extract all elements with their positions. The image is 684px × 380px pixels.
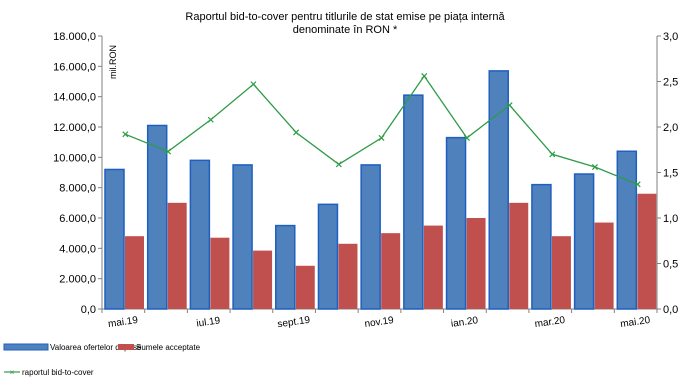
bar-accepted	[295, 265, 315, 309]
bar-accepted	[210, 237, 230, 309]
bar-accepted	[381, 233, 401, 309]
x-tick-label: nov.19	[364, 315, 395, 330]
ratio-point	[634, 181, 641, 188]
chart-title-line-2: denominate în RON *	[293, 24, 398, 36]
bar-accepted	[509, 202, 529, 309]
y-right-tick-label: 2,0	[663, 122, 678, 134]
bar-accepted	[167, 202, 187, 309]
ratio-point	[463, 134, 470, 141]
y-left-tick-label: 2.000,0	[59, 274, 96, 286]
bar-offers	[146, 124, 168, 310]
y-right-tick-label: 1,5	[663, 168, 678, 180]
x-tick-label: mar.20	[534, 315, 566, 330]
bar-offers	[317, 203, 339, 310]
ratio-point	[591, 164, 598, 171]
y-left-tick-label: 14.000,0	[53, 92, 96, 104]
y-right-tick-label: 1,0	[663, 213, 678, 225]
ratio-point	[506, 102, 513, 109]
bar-offers	[232, 164, 253, 310]
x-tick-label: ian.20	[450, 315, 479, 330]
y-axis-label: mil.RON	[108, 45, 118, 79]
ratio-point	[421, 73, 428, 80]
bar-accepted	[594, 222, 614, 309]
y-left-tick-label: 8.000,0	[59, 183, 96, 195]
bar-accepted	[338, 243, 358, 309]
y-left-tick-label: 4.000,0	[59, 243, 96, 255]
legend-label-accepted: Sumele acceptate	[136, 343, 201, 352]
ratio-point	[549, 151, 556, 158]
ratio-point	[293, 129, 300, 136]
legend-swatch-offers	[3, 343, 49, 351]
bar-offers	[573, 173, 595, 310]
x-tick-label: mai.19	[107, 315, 139, 330]
legend-label-offers: Valoarea ofertelor depuse	[50, 343, 142, 352]
ratio-point	[122, 131, 129, 138]
x-tick-label: sept.19	[277, 315, 311, 331]
bar-offers	[275, 224, 296, 310]
y-left-tick-label: 16.000,0	[53, 61, 96, 73]
bar-accepted	[551, 236, 571, 309]
x-tick-label: iul.19	[196, 315, 222, 329]
legend-marker-ratio: ×	[10, 368, 15, 377]
ratio-point	[335, 161, 342, 168]
bar-offers	[616, 150, 638, 310]
y-left-tick-label: 12.000,0	[53, 122, 96, 134]
bar-offers	[488, 70, 509, 310]
y-right-tick-label: 0,0	[663, 304, 678, 316]
bar-offers	[403, 94, 424, 310]
legend-swatch-accepted	[118, 344, 134, 350]
y-left-tick-label: 10.000,0	[53, 152, 96, 164]
legend: Valoarea ofertelor depuse Sumele accepta…	[3, 343, 201, 377]
legend-label-ratio: raportul bid-to-cover	[22, 368, 94, 377]
y-right-tick-label: 0,5	[663, 259, 678, 271]
bar-accepted	[466, 218, 486, 309]
ratio-point	[250, 81, 257, 88]
ratio-point	[165, 148, 172, 155]
y-right-tick-label: 2,5	[663, 77, 678, 89]
y-left-tick-label: 18.000,0	[53, 31, 96, 43]
plot-area: 0,0 2.000,0 4.000,0 6.000,0 8.000,0 10.000,0 1…	[53, 31, 678, 330]
bar-offers	[104, 168, 125, 310]
y-left-tick-label: 0,0	[81, 304, 96, 316]
chart-title-line-1: Raportul bid-to-cover pentru titlurile d…	[185, 11, 505, 23]
ratio-point	[378, 134, 385, 141]
bar-offers	[360, 164, 381, 310]
y-right-tick-label: 3,0	[663, 31, 678, 43]
ratio-point	[207, 116, 214, 123]
bar-accepted	[423, 225, 443, 309]
y-left-tick-label: 6.000,0	[59, 213, 96, 225]
bar-offers	[189, 159, 211, 310]
x-tick-label: mai.20	[620, 315, 652, 330]
bar-accepted	[125, 236, 144, 309]
bar-offers	[531, 183, 552, 310]
bar-accepted	[253, 250, 273, 309]
bar-accepted	[637, 193, 657, 309]
bar-offers	[445, 136, 467, 310]
